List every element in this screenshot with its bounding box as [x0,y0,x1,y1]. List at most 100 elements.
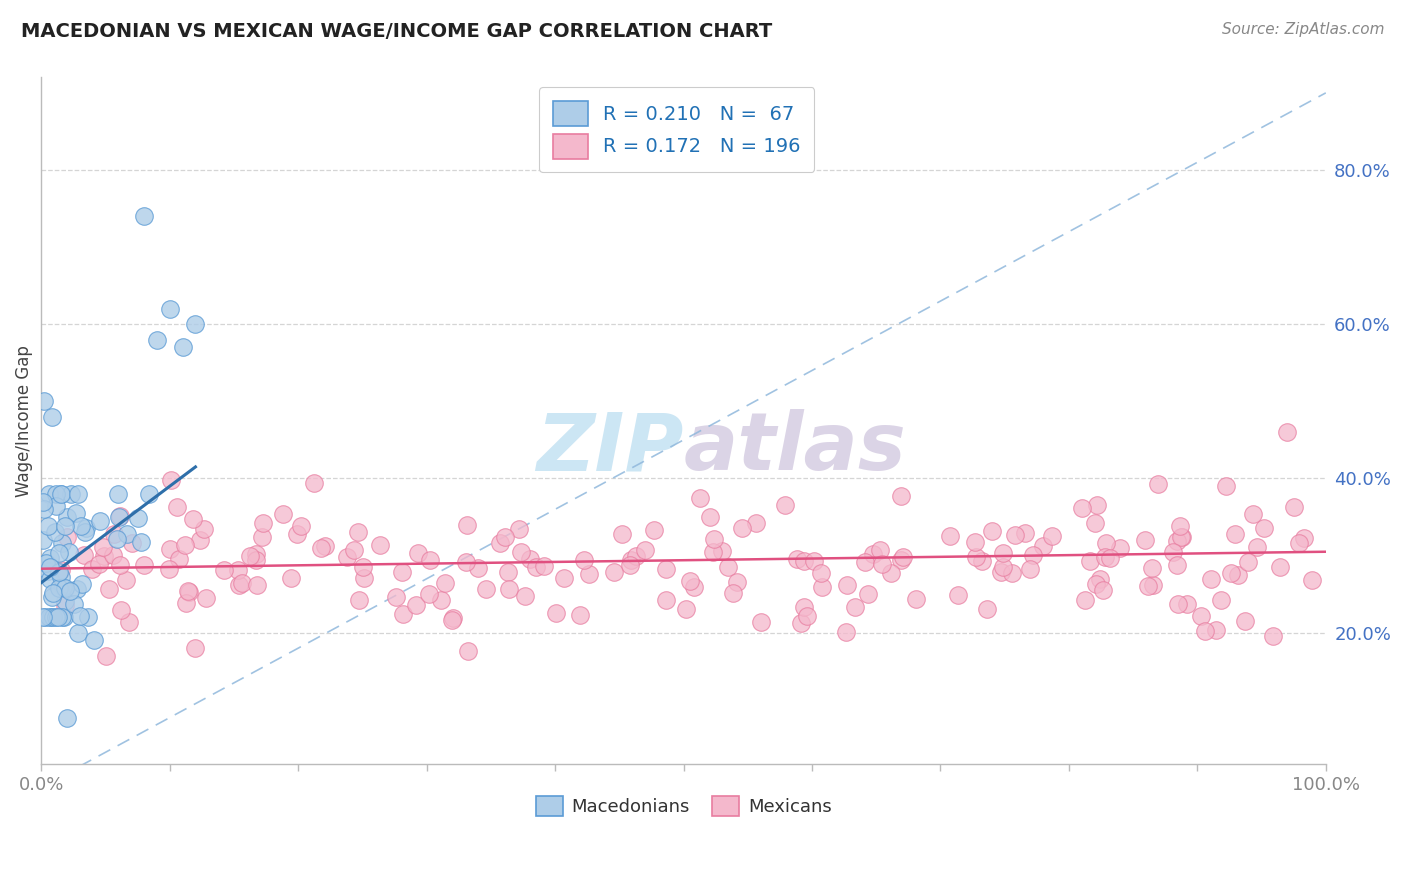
Point [786,552,808,566]
Point [524,560,547,574]
Point [45,610,67,624]
Point [44,525,66,540]
Point [980,524,1002,538]
Point [1277,425,1299,440]
Point [655,562,678,576]
Point [725,575,748,590]
Point [62,597,84,611]
Point [69,609,91,624]
Point [456,517,478,532]
Point [41,409,63,424]
Point [699,509,721,524]
Point [37,519,59,533]
Point [610,527,633,541]
Point [48,546,70,560]
Point [803,554,825,568]
Point [94,648,117,663]
Point [1032,540,1054,554]
Point [250,530,273,544]
Point [619,558,641,572]
Point [35,556,58,570]
Point [796,608,818,623]
Point [49,487,72,501]
Point [110,603,132,617]
Point [810,580,832,594]
Point [475,582,498,596]
Point [1301,573,1323,587]
Point [70,577,93,591]
Point [108,558,131,572]
Point [1140,560,1163,574]
Point [963,534,986,549]
Point [107,487,129,501]
Point [82,562,104,576]
Point [49,487,72,501]
Point [946,588,969,602]
Point [59,583,82,598]
Point [835,625,858,640]
Text: MACEDONIAN VS MEXICAN WAGE/INCOME GAP CORRELATION CHART: MACEDONIAN VS MEXICAN WAGE/INCOME GAP CO… [21,22,772,41]
Point [51,536,73,550]
Point [195,591,218,605]
Point [1074,593,1097,607]
Point [553,571,575,585]
Point [793,554,815,568]
Point [91,540,114,554]
Point [643,523,665,537]
Point [510,544,533,558]
Point [1004,528,1026,542]
Point [1243,507,1265,521]
Point [1133,533,1156,547]
Point [245,547,267,561]
Point [302,476,325,491]
Point [49,570,72,584]
Point [1146,477,1168,491]
Y-axis label: Wage/Income Gap: Wage/Income Gap [15,344,32,497]
Point [1085,499,1108,513]
Point [905,592,928,607]
Point [869,543,891,558]
Point [38,572,60,586]
Point [862,548,884,562]
Point [965,550,987,565]
Point [73,525,96,540]
Point [405,598,427,612]
Point [121,536,143,550]
Point [515,589,537,603]
Point [31,610,53,624]
Point [457,644,479,658]
Point [184,317,207,331]
Point [880,566,903,580]
Point [39,551,62,566]
Point [172,340,194,354]
Point [45,487,67,501]
Point [494,530,516,544]
Point [790,615,813,630]
Point [41,590,63,604]
Point [844,600,866,615]
Point [624,549,647,563]
Point [991,546,1014,560]
Point [519,552,541,566]
Point [347,525,370,540]
Point [103,549,125,563]
Point [239,549,262,563]
Point [1098,550,1121,565]
Point [1091,582,1114,597]
Point [544,607,567,621]
Point [1142,577,1164,591]
Point [1199,572,1222,586]
Point [42,586,65,600]
Point [353,571,375,585]
Point [1227,568,1250,582]
Point [66,625,89,640]
Point [352,559,374,574]
Point [1234,614,1257,628]
Point [53,518,76,533]
Point [1194,624,1216,639]
Point [52,610,75,624]
Point [118,615,141,630]
Point [309,541,332,555]
Point [1292,531,1315,545]
Point [59,487,82,501]
